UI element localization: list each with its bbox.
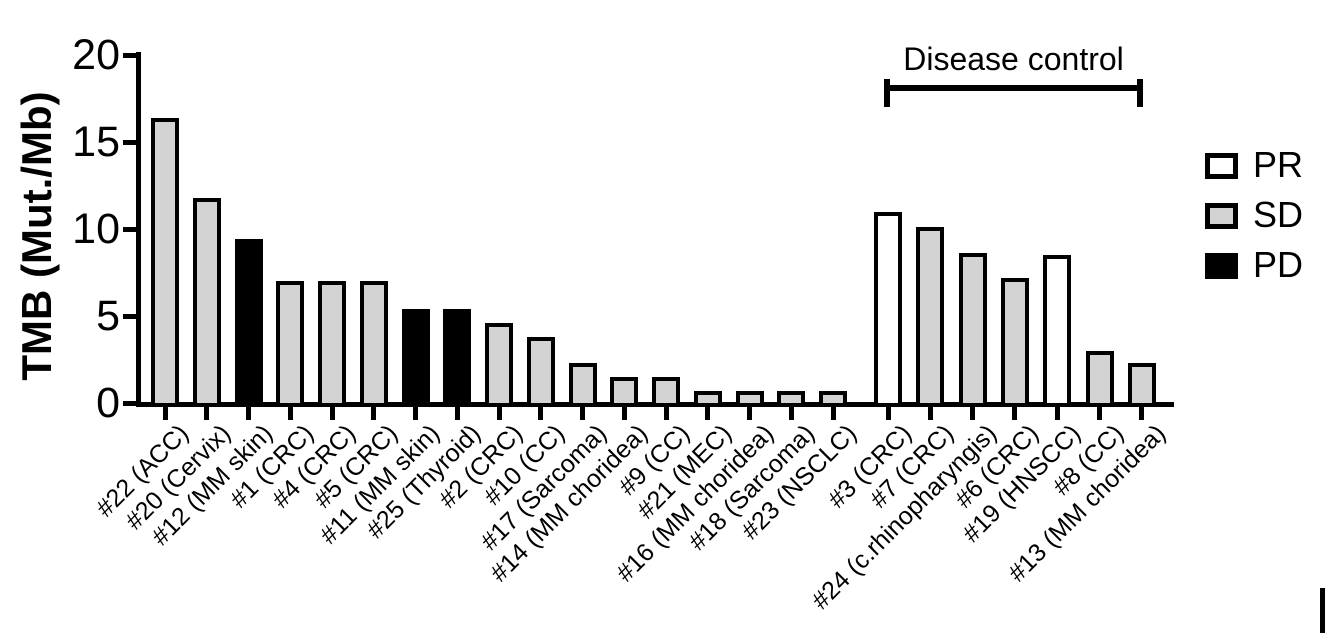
y-tick xyxy=(123,226,136,232)
bar xyxy=(1000,277,1029,407)
x-tick xyxy=(329,407,335,420)
x-tick xyxy=(371,407,377,420)
x-tick xyxy=(454,407,460,420)
bar xyxy=(1043,255,1072,407)
bar xyxy=(735,390,764,407)
bar xyxy=(485,322,513,407)
y-tick xyxy=(123,52,136,58)
bar xyxy=(1085,350,1114,407)
x-tick xyxy=(1097,407,1103,420)
bar xyxy=(958,253,987,407)
x-tick xyxy=(246,407,251,420)
bar xyxy=(693,390,722,407)
bar xyxy=(401,309,430,407)
legend-swatch-pd xyxy=(1205,253,1238,279)
x-tick xyxy=(747,407,752,420)
y-tick-label: 0 xyxy=(96,379,120,427)
y-tick-label: 15 xyxy=(72,118,120,166)
legend-label: PD xyxy=(1253,244,1304,285)
x-tick xyxy=(1139,407,1145,420)
x-tick xyxy=(204,407,210,420)
legend-swatch-pr xyxy=(1205,153,1238,179)
legend-swatch-sd xyxy=(1205,203,1238,229)
y-tick xyxy=(123,400,136,406)
bar xyxy=(610,376,639,407)
y-tick-label: 20 xyxy=(72,31,120,79)
x-tick xyxy=(1054,407,1060,420)
x-tick xyxy=(788,407,794,420)
y-tick xyxy=(123,139,136,145)
bar xyxy=(1127,362,1156,407)
bar xyxy=(276,281,305,407)
x-tick xyxy=(413,407,418,420)
x-tick xyxy=(927,407,933,420)
y-tick xyxy=(123,313,136,319)
bar xyxy=(318,281,346,407)
x-tick xyxy=(496,407,502,420)
bar xyxy=(874,211,902,407)
x-tick xyxy=(538,407,544,420)
bar xyxy=(777,390,806,407)
x-tick xyxy=(162,407,168,420)
bar xyxy=(568,362,597,407)
x-tick xyxy=(830,407,836,420)
bar xyxy=(151,117,179,407)
disease-control-bracket-right-cap xyxy=(1137,79,1143,107)
disease-control-label: Disease control xyxy=(903,41,1124,77)
bar xyxy=(192,197,221,407)
y-tick-label: 10 xyxy=(72,205,120,253)
y-tick-label: 5 xyxy=(96,292,120,340)
x-tick xyxy=(1012,407,1018,420)
x-tick xyxy=(970,407,976,420)
x-tick xyxy=(885,407,891,420)
bar xyxy=(652,376,680,407)
legend-label: PR xyxy=(1253,144,1304,185)
disease-control-bracket xyxy=(884,85,1143,91)
bar xyxy=(234,239,263,407)
x-tick xyxy=(287,407,293,420)
x-tick xyxy=(663,407,669,420)
x-tick xyxy=(580,407,585,420)
bar xyxy=(916,227,945,407)
x-tick xyxy=(705,407,711,420)
stray-mark-artifact xyxy=(1320,588,1325,633)
disease-control-bracket-left-cap xyxy=(884,79,890,107)
bar xyxy=(359,281,388,407)
bar xyxy=(526,336,555,407)
x-tick xyxy=(621,407,627,420)
bar xyxy=(819,390,847,407)
legend-label: SD xyxy=(1253,194,1304,235)
bar xyxy=(443,309,472,407)
y-axis-line xyxy=(136,52,141,407)
